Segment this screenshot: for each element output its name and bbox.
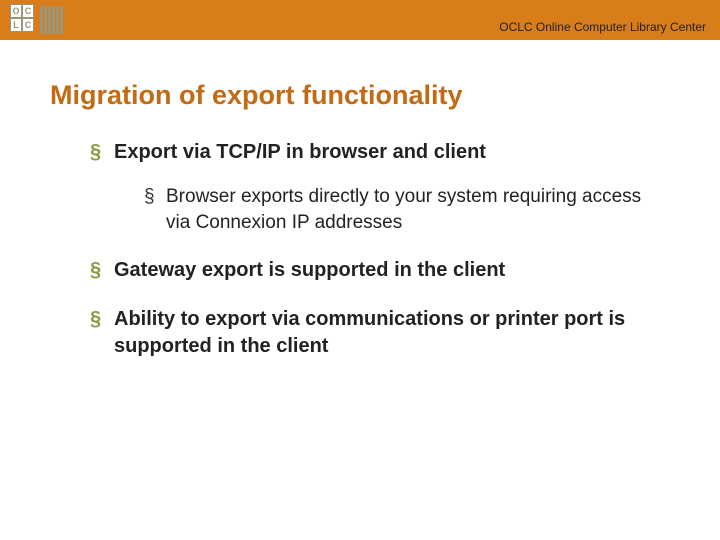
logo-letter-l: L xyxy=(10,18,22,32)
bullet-text: Export via TCP/IP in browser and client xyxy=(114,141,486,163)
slide-content: Migration of export functionality Export… xyxy=(0,40,720,360)
sub-bullet-item: Browser exports directly to your system … xyxy=(144,184,670,235)
logo-letter-c2: C xyxy=(22,18,34,32)
bullet-text: Ability to export via communications or … xyxy=(114,308,625,357)
bullet-list: Export via TCP/IP in browser and client B… xyxy=(50,139,670,360)
oclc-logo: O C L C xyxy=(10,4,63,36)
logo-letter-o: O xyxy=(10,4,22,18)
logo-bars-icon xyxy=(40,6,63,34)
bullet-item: Gateway export is supported in the clien… xyxy=(90,257,670,284)
header-bar: O C L C OCLC Online Computer Library Cen… xyxy=(0,0,720,40)
slide-title: Migration of export functionality xyxy=(50,80,670,111)
bullet-item: Ability to export via communications or … xyxy=(90,306,670,360)
header-org-text: OCLC Online Computer Library Center xyxy=(499,20,706,34)
bullet-item: Export via TCP/IP in browser and client B… xyxy=(90,139,670,235)
sub-bullet-list: Browser exports directly to your system … xyxy=(114,184,670,235)
sub-bullet-text: Browser exports directly to your system … xyxy=(166,186,641,233)
logo-letter-c: C xyxy=(22,4,34,18)
logo-letter-grid: O C L C xyxy=(10,4,38,36)
bullet-text: Gateway export is supported in the clien… xyxy=(114,259,505,281)
